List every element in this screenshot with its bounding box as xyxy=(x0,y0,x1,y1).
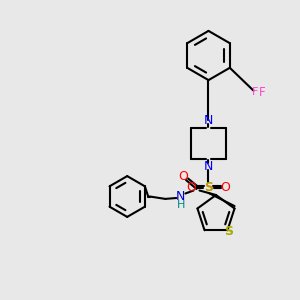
Text: F: F xyxy=(259,85,265,99)
Text: S: S xyxy=(204,181,213,194)
Text: S: S xyxy=(224,225,233,238)
Text: N: N xyxy=(204,113,213,127)
Text: O: O xyxy=(187,181,196,194)
Text: N: N xyxy=(176,190,186,203)
Text: F: F xyxy=(252,86,258,97)
Text: N: N xyxy=(204,160,213,173)
Text: O: O xyxy=(178,170,188,184)
Text: O: O xyxy=(221,181,230,194)
Text: H: H xyxy=(177,200,185,210)
